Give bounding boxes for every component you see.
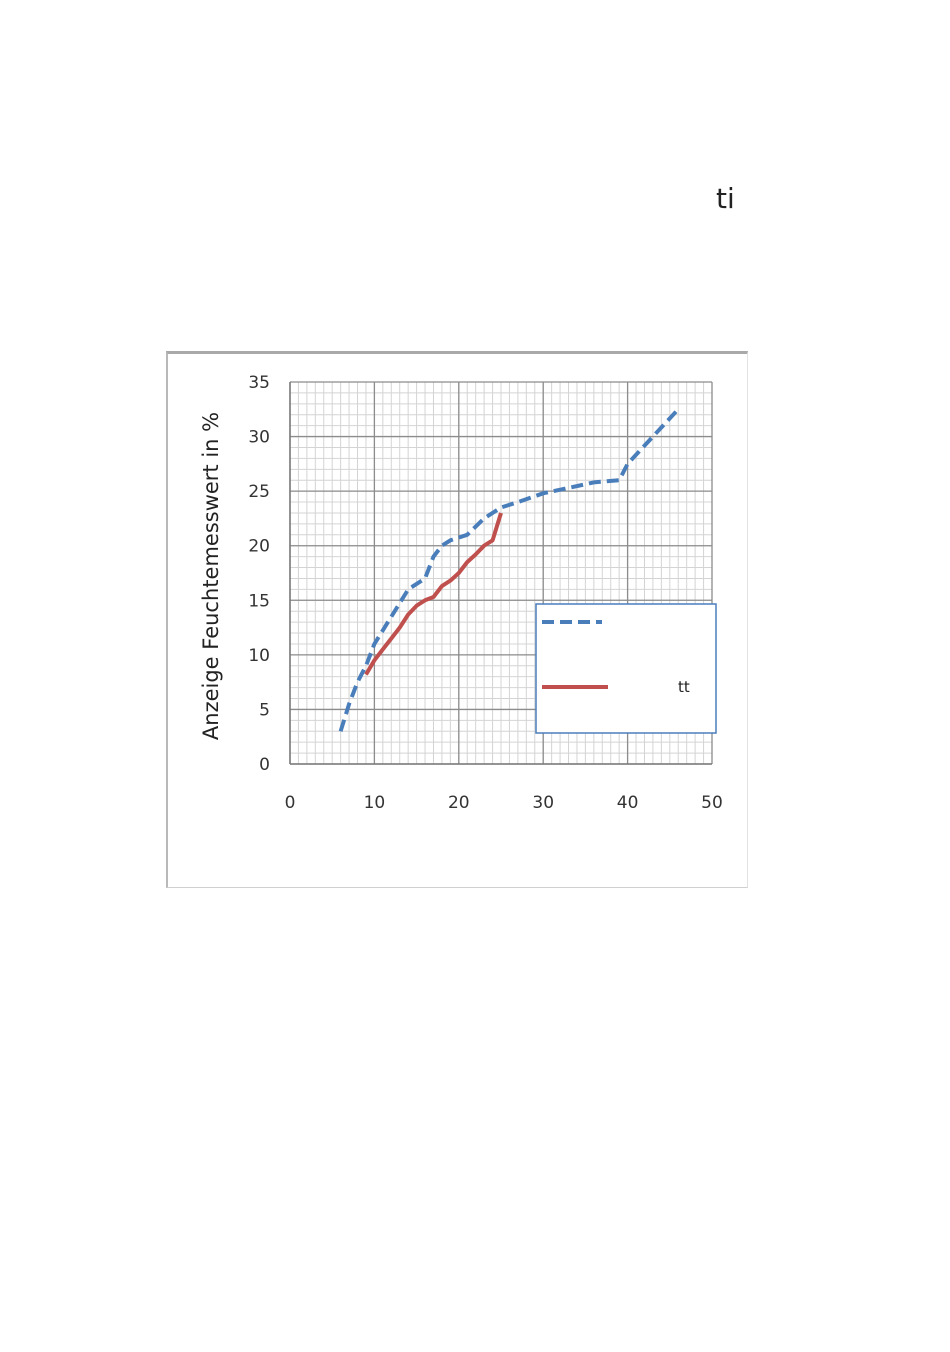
y-tick-label: 20	[248, 537, 270, 557]
x-tick-label: 30	[532, 793, 554, 813]
axes	[289, 382, 712, 765]
series-line-2	[364, 512, 503, 676]
legend-box	[535, 603, 717, 734]
y-tick-label: 10	[248, 646, 270, 666]
line-chart: 0 10 20 30 40 50 0 5 10 15 20 25 30 35 Anzeige Feuch…	[199, 373, 723, 813]
chart-frame: 0 10 20 30 40 50 0 5 10 15 20 25 30 35 Anzeige Feuch…	[166, 351, 748, 888]
corner-text: ti	[716, 182, 735, 215]
x-tick-labels: 0 10 20 30 40 50	[285, 793, 723, 813]
series-layer	[338, 407, 680, 732]
y-tick-labels: 0 5 10 15 20 25 30 35	[248, 373, 270, 775]
legend: tt	[535, 603, 717, 734]
x-tick-label: 10	[364, 793, 386, 813]
series-line-1	[338, 407, 680, 732]
y-tick-label: 0	[259, 755, 270, 775]
y-tick-label: 15	[248, 591, 270, 611]
x-tick-label: 50	[701, 793, 723, 813]
y-tick-label: 25	[248, 482, 270, 502]
y-axis-label: Anzeige Feuchtemesswert in %	[199, 412, 223, 740]
y-tick-label: 30	[248, 428, 270, 448]
legend-label-series-2: tt	[678, 678, 690, 696]
y-tick-label: 5	[259, 700, 270, 720]
x-tick-label: 40	[617, 793, 639, 813]
y-tick-label: 35	[248, 373, 270, 393]
x-tick-label: 0	[285, 793, 296, 813]
x-tick-label: 20	[448, 793, 470, 813]
